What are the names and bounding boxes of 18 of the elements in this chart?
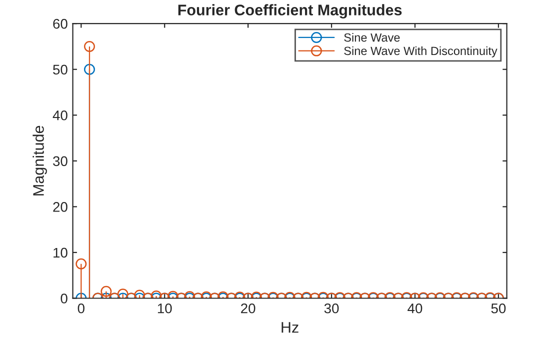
legend-label: Sine Wave With Discontinuity <box>344 46 498 58</box>
y-tick-label: 0 <box>60 294 68 304</box>
y-tick-label: 50 <box>53 64 68 75</box>
legend-label: Sine Wave <box>344 33 400 42</box>
y-tick-label: 40 <box>52 110 68 120</box>
x-tick-label: 30 <box>324 303 339 314</box>
y-tick-label: 10 <box>54 248 68 258</box>
y-tick-label: 20 <box>53 202 68 212</box>
y-tick-label: 30 <box>53 156 68 166</box>
chart-title: Fourier Coefficient Magnitudes <box>178 4 402 18</box>
x-tick-label: 50 <box>491 303 506 314</box>
x-axis-title: Hz <box>282 322 298 333</box>
y-tick-label: 60 <box>53 18 68 29</box>
x-tick-label: 40 <box>408 303 422 314</box>
y-axis-title: Magnitude <box>32 126 47 196</box>
x-tick-label: 0 <box>78 303 84 314</box>
x-tick-label: 10 <box>158 303 172 314</box>
x-tick-label: 20 <box>241 303 256 314</box>
